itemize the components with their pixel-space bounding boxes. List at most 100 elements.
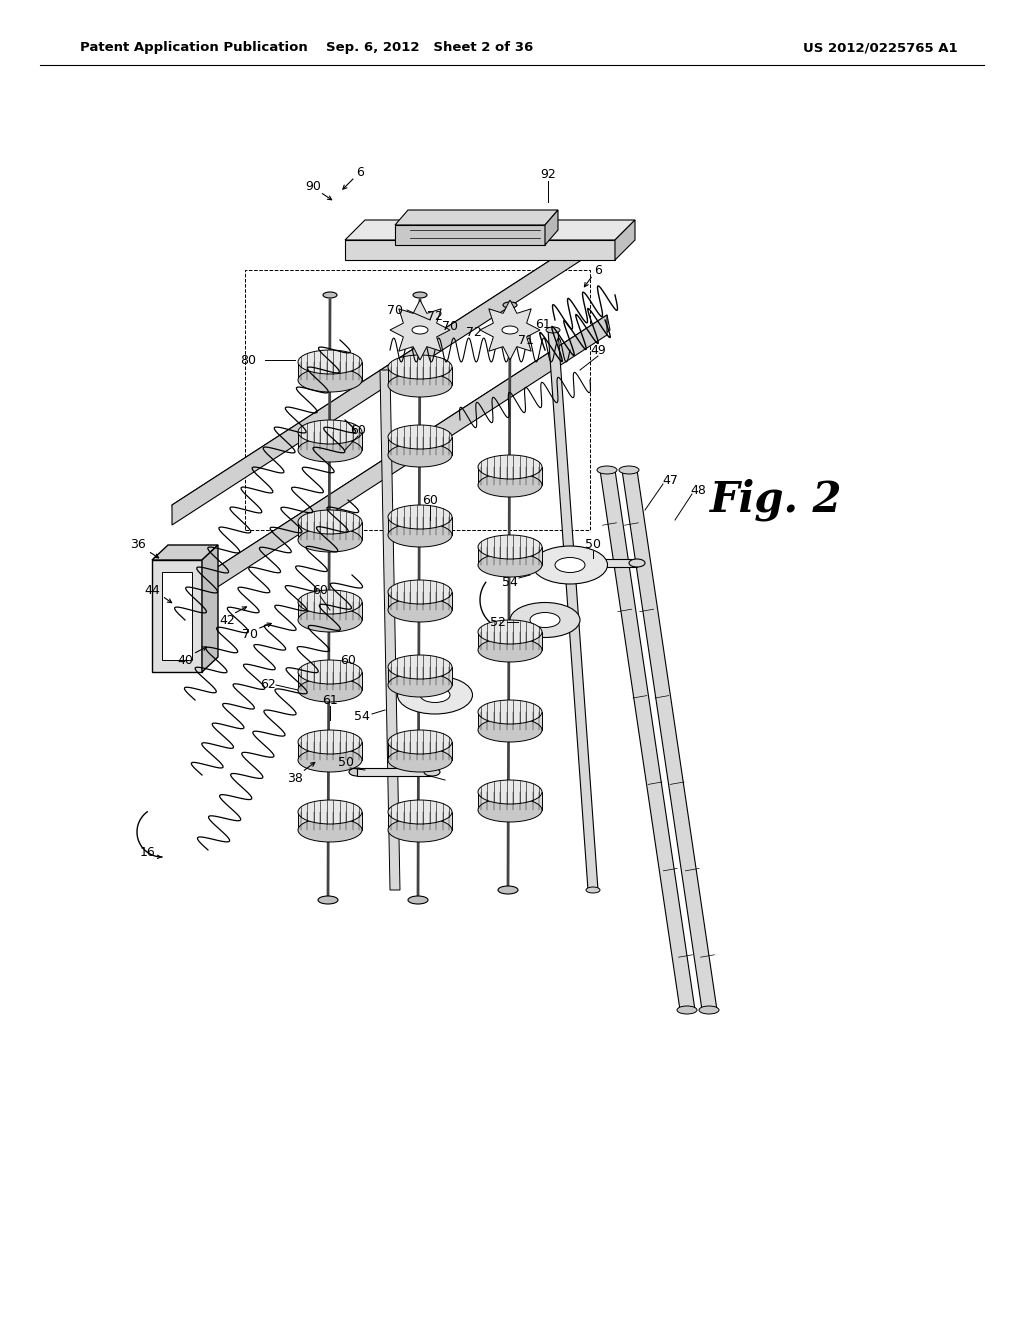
Ellipse shape: [412, 326, 428, 334]
Text: 70: 70: [442, 321, 458, 334]
Text: 61: 61: [536, 318, 551, 331]
Ellipse shape: [298, 818, 362, 842]
Text: 62: 62: [260, 678, 275, 692]
Text: Fig. 2: Fig. 2: [710, 479, 843, 521]
Polygon shape: [615, 220, 635, 260]
Polygon shape: [345, 240, 615, 260]
Polygon shape: [480, 300, 540, 360]
Polygon shape: [478, 546, 542, 565]
Ellipse shape: [298, 528, 362, 552]
Text: 71: 71: [518, 334, 534, 346]
Polygon shape: [600, 470, 695, 1010]
Polygon shape: [548, 330, 598, 890]
Ellipse shape: [478, 638, 542, 663]
Ellipse shape: [388, 673, 452, 697]
Ellipse shape: [478, 799, 542, 822]
Text: 40: 40: [177, 653, 193, 667]
Polygon shape: [388, 667, 452, 685]
Ellipse shape: [478, 553, 542, 577]
Ellipse shape: [298, 590, 362, 614]
Text: 92: 92: [540, 169, 556, 181]
Ellipse shape: [478, 473, 542, 498]
Text: Patent Application Publication: Patent Application Publication: [80, 41, 308, 54]
Polygon shape: [298, 362, 362, 380]
Text: 6: 6: [594, 264, 602, 276]
Ellipse shape: [298, 368, 362, 392]
Polygon shape: [298, 432, 362, 450]
Polygon shape: [395, 224, 545, 246]
Ellipse shape: [546, 327, 560, 333]
Polygon shape: [152, 545, 218, 560]
Ellipse shape: [298, 420, 362, 444]
Polygon shape: [545, 210, 558, 246]
Ellipse shape: [478, 700, 542, 723]
Ellipse shape: [298, 510, 362, 535]
Ellipse shape: [298, 800, 362, 824]
Ellipse shape: [298, 660, 362, 684]
Polygon shape: [182, 315, 607, 610]
Polygon shape: [298, 742, 362, 760]
Text: 6: 6: [356, 165, 364, 178]
Polygon shape: [388, 591, 452, 610]
Polygon shape: [390, 300, 450, 360]
Ellipse shape: [498, 886, 518, 894]
Ellipse shape: [502, 326, 518, 334]
Text: 61: 61: [323, 693, 338, 706]
Text: 72: 72: [427, 310, 443, 323]
Polygon shape: [622, 470, 717, 1010]
Text: 54: 54: [354, 710, 370, 723]
Polygon shape: [182, 315, 610, 605]
Polygon shape: [388, 812, 452, 830]
Ellipse shape: [388, 355, 452, 379]
Ellipse shape: [420, 688, 450, 702]
Polygon shape: [388, 742, 452, 760]
Text: 52: 52: [490, 615, 506, 628]
Ellipse shape: [478, 718, 542, 742]
Ellipse shape: [677, 1006, 697, 1014]
Ellipse shape: [408, 896, 428, 904]
Polygon shape: [172, 230, 600, 520]
Polygon shape: [162, 572, 193, 660]
Polygon shape: [298, 812, 362, 830]
Text: 70: 70: [242, 628, 258, 642]
Ellipse shape: [555, 557, 585, 573]
Ellipse shape: [349, 768, 365, 776]
Polygon shape: [298, 602, 362, 620]
Text: 42: 42: [219, 614, 234, 627]
Polygon shape: [388, 367, 452, 385]
Ellipse shape: [298, 730, 362, 754]
Text: 90: 90: [305, 181, 321, 194]
Text: 50: 50: [338, 755, 354, 768]
Polygon shape: [478, 792, 542, 810]
Text: 38: 38: [287, 771, 303, 784]
Ellipse shape: [388, 655, 452, 678]
Text: 49: 49: [590, 343, 606, 356]
Polygon shape: [357, 768, 432, 776]
Text: 47: 47: [663, 474, 678, 487]
Ellipse shape: [298, 350, 362, 374]
Ellipse shape: [397, 676, 472, 714]
Polygon shape: [478, 711, 542, 730]
Ellipse shape: [478, 620, 542, 644]
Ellipse shape: [629, 558, 645, 568]
Text: 50: 50: [585, 539, 601, 552]
Ellipse shape: [388, 818, 452, 842]
Ellipse shape: [564, 558, 580, 568]
Text: 70: 70: [387, 304, 403, 317]
Ellipse shape: [388, 748, 452, 772]
Polygon shape: [152, 560, 202, 672]
Ellipse shape: [530, 612, 560, 627]
Text: 16: 16: [140, 846, 156, 858]
Polygon shape: [298, 672, 362, 690]
Polygon shape: [572, 558, 637, 568]
Ellipse shape: [597, 466, 617, 474]
Polygon shape: [395, 210, 558, 224]
Text: Sep. 6, 2012   Sheet 2 of 36: Sep. 6, 2012 Sheet 2 of 36: [327, 41, 534, 54]
Polygon shape: [298, 521, 362, 540]
Ellipse shape: [503, 302, 517, 308]
Text: 60: 60: [350, 424, 366, 437]
Text: 44: 44: [144, 583, 160, 597]
Polygon shape: [345, 220, 635, 240]
Text: US 2012/0225765 A1: US 2012/0225765 A1: [803, 41, 957, 54]
Text: 60: 60: [340, 653, 356, 667]
